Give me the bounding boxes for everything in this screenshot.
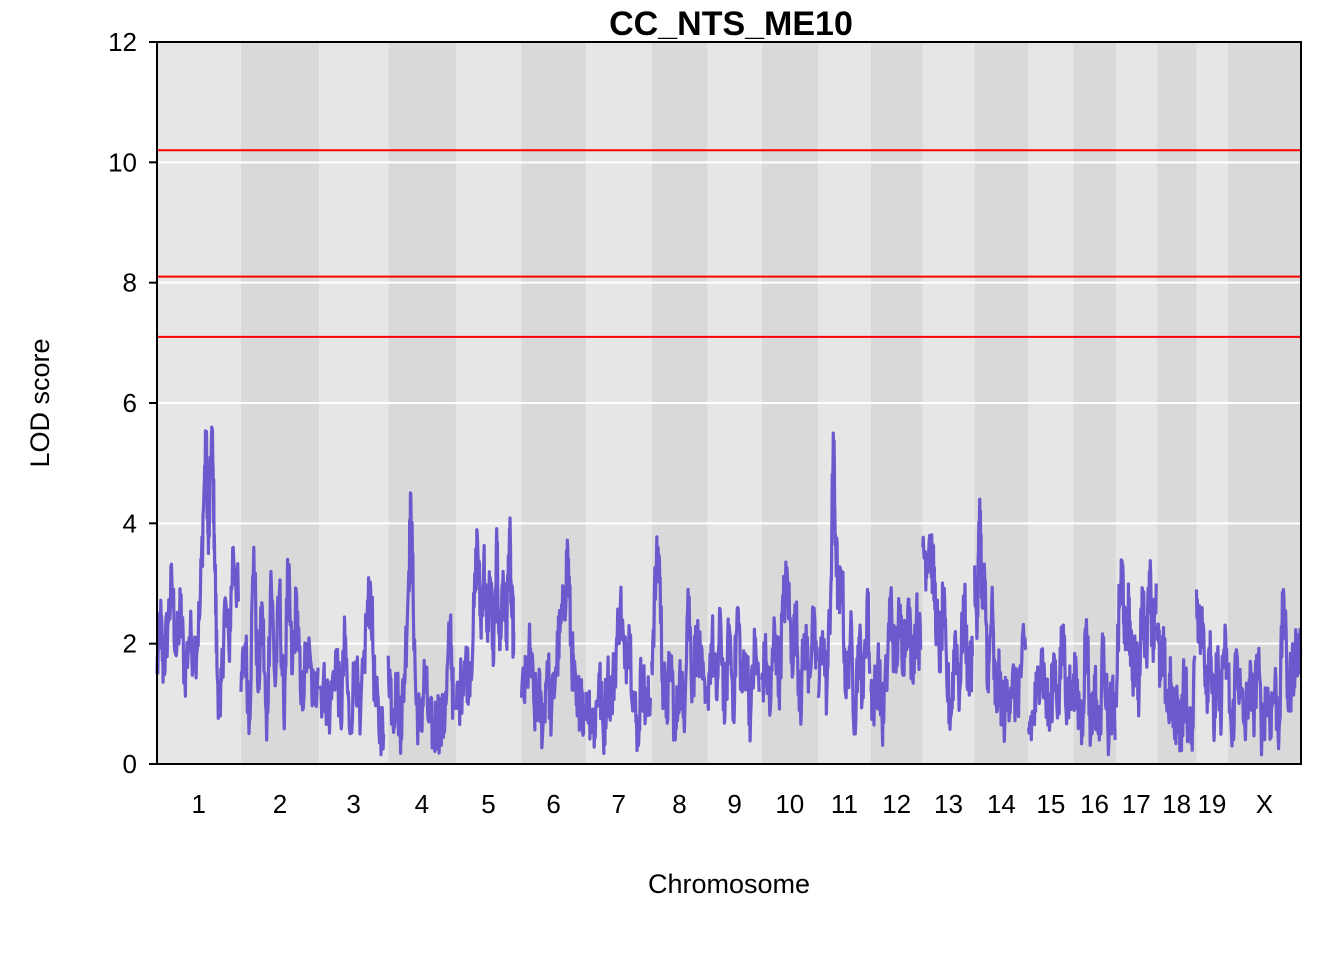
x-tick-label-13: 13 [934, 789, 963, 819]
x-axis: 1 2 3 4 5 6 7 8 9 10 11 12 13 14 15 16 17 18 19 X [192, 789, 1274, 819]
y-axis: 0 2 4 6 8 10 12 [108, 27, 157, 779]
x-tick-label-17: 17 [1122, 789, 1151, 819]
x-tick-label-12: 12 [882, 789, 911, 819]
x-tick-label-19: 19 [1197, 789, 1226, 819]
lod-line-chr-16 [1071, 618, 1117, 757]
y-tick-label: 2 [123, 629, 137, 659]
y-tick-label: 10 [108, 147, 137, 177]
lod-line-chr-19 [1194, 589, 1229, 743]
threshold-lines [157, 149, 1301, 338]
lod-line-chr-15 [1027, 623, 1074, 742]
x-tick-label-X: X [1256, 789, 1273, 819]
lod-line-chr-14 [973, 497, 1028, 743]
lod-line-chr-1 [155, 425, 240, 720]
x-tick-label-10: 10 [775, 789, 804, 819]
x-tick-label-16: 16 [1080, 789, 1109, 819]
x-tick-label-11: 11 [831, 789, 858, 819]
x-tick-label-15: 15 [1036, 789, 1065, 819]
chart-title: CC_NTS_ME10 [609, 5, 853, 43]
lod-line-chr-10 [760, 560, 819, 726]
lod-line-chr-8 [650, 535, 707, 742]
lod-line-chr-13 [921, 533, 975, 731]
x-tick-label-1: 1 [192, 789, 206, 819]
lod-line-chr-3 [317, 576, 386, 757]
x-tick-label-5: 5 [481, 789, 495, 819]
y-axis-label: LOD score [25, 338, 55, 467]
x-tick-label-7: 7 [611, 789, 625, 819]
lod-series [155, 425, 1303, 757]
lod-line-chr-6 [519, 538, 586, 750]
lod-line-chr-9 [706, 605, 761, 743]
y-tick-label: 6 [123, 388, 137, 418]
x-tick-label-8: 8 [672, 789, 686, 819]
lod-line-chr-11 [816, 431, 872, 736]
x-tick-label-2: 2 [273, 789, 287, 819]
y-tick-label: 0 [123, 749, 137, 779]
x-tick-label-9: 9 [727, 789, 741, 819]
lod-line-chr-4 [386, 491, 455, 755]
x-tick-label-6: 6 [546, 789, 560, 819]
y-tick-label: 4 [123, 508, 137, 538]
y-tick-label: 12 [108, 27, 137, 57]
lod-line-chr-17 [1114, 558, 1158, 718]
x-tick-label-3: 3 [346, 789, 360, 819]
lod-line-chr-18 [1155, 622, 1197, 753]
lod-line-chr-X [1226, 587, 1303, 757]
x-tick-label-18: 18 [1162, 789, 1191, 819]
x-axis-label: Chromosome [648, 869, 810, 899]
y-tick-label: 8 [123, 268, 137, 298]
lod-line-chr-12 [869, 586, 923, 747]
lod-line-chr-7 [584, 585, 653, 756]
lod-line-chr-2 [239, 545, 320, 742]
x-tick-label-14: 14 [987, 789, 1016, 819]
lod-line-chr-5 [454, 516, 516, 727]
x-tick-label-4: 4 [415, 789, 429, 819]
